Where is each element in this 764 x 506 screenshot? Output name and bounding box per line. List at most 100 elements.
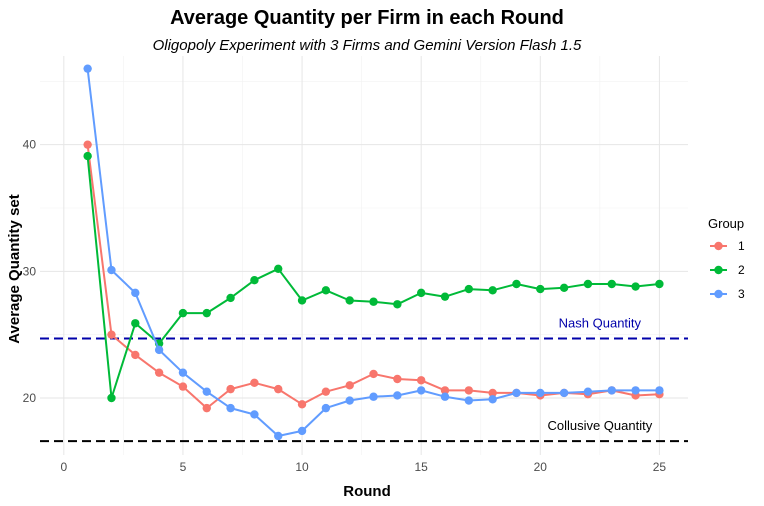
data-point	[440, 292, 450, 301]
legend-key-point	[714, 241, 723, 251]
data-point	[131, 319, 140, 328]
data-point	[154, 368, 164, 377]
legend-label: 1	[738, 239, 745, 253]
x-tick-label: 5	[180, 460, 187, 474]
data-point	[297, 296, 307, 305]
data-point	[178, 368, 188, 377]
data-point	[226, 384, 235, 394]
data-point	[655, 279, 664, 289]
data-point	[297, 426, 307, 436]
data-point	[488, 395, 497, 404]
data-point	[226, 403, 235, 413]
legend-key-point	[714, 265, 723, 275]
data-point	[488, 286, 497, 295]
reference-line-label: Collusive Quantity	[547, 418, 652, 433]
data-point	[274, 264, 283, 273]
data-point	[393, 300, 402, 309]
data-point	[393, 391, 402, 400]
reference-line-label: Nash Quantity	[559, 315, 642, 330]
y-tick-label: 30	[23, 264, 37, 278]
data-point	[250, 410, 259, 419]
data-point	[416, 376, 426, 385]
x-tick-label: 20	[534, 460, 548, 474]
x-tick-label: 25	[653, 460, 667, 474]
data-point	[83, 140, 92, 149]
series-2	[83, 151, 664, 403]
data-point	[631, 386, 640, 395]
data-point	[536, 284, 545, 294]
data-point	[83, 64, 92, 73]
data-point	[464, 284, 474, 294]
data-point	[369, 297, 378, 306]
data-point	[178, 308, 188, 318]
legend-title: Group	[708, 216, 744, 231]
data-point	[321, 286, 331, 295]
data-point	[369, 369, 378, 379]
x-axis-ticks: 0 5 10 15 20 25	[60, 460, 666, 474]
data-point	[274, 384, 283, 394]
data-point	[512, 388, 521, 398]
data-point	[559, 283, 569, 292]
data-point	[83, 151, 92, 161]
data-point	[250, 276, 259, 285]
y-axis-ticks: 20 30 40	[23, 138, 37, 405]
legend-label: 2	[738, 263, 745, 277]
data-point	[607, 386, 616, 395]
data-point	[655, 386, 664, 395]
series-3	[83, 64, 664, 441]
data-point	[416, 288, 426, 298]
legend-item-2: 2	[710, 263, 745, 277]
data-point	[488, 388, 497, 398]
data-point	[464, 396, 474, 405]
data-point	[321, 387, 331, 396]
data-point	[202, 387, 211, 396]
data-point	[131, 350, 140, 360]
data-point	[154, 345, 164, 355]
reference-lines: Nash Quantity Collusive Quantity	[40, 315, 688, 443]
data-point	[607, 279, 616, 289]
series-line	[86, 144, 660, 410]
y-tick-label: 20	[23, 391, 37, 405]
data-point	[131, 288, 140, 298]
data-point	[512, 279, 521, 289]
y-axis-label: Average Quantity set	[6, 194, 23, 344]
data-point	[536, 388, 545, 398]
data-point	[393, 374, 402, 384]
data-point	[107, 393, 116, 403]
data-point	[416, 386, 426, 395]
series-line	[86, 156, 660, 399]
data-point	[345, 296, 354, 305]
x-tick-label: 15	[414, 460, 428, 474]
series-1	[83, 140, 664, 413]
legend-item-3: 3	[710, 287, 745, 301]
data-point	[464, 386, 474, 395]
data-point	[107, 330, 116, 339]
series-layer	[83, 64, 664, 441]
data-point	[345, 381, 354, 390]
data-point	[178, 382, 188, 391]
data-point	[369, 392, 378, 401]
data-point	[202, 403, 211, 413]
data-point	[226, 293, 235, 303]
data-point	[107, 265, 116, 275]
legend-key-point	[714, 289, 723, 299]
data-point	[345, 396, 354, 405]
legend: Group 1 2 3	[708, 216, 745, 301]
data-point	[631, 282, 640, 291]
data-point	[202, 308, 211, 318]
data-point	[583, 387, 593, 396]
data-point	[250, 378, 259, 387]
data-point	[321, 403, 331, 413]
data-point	[559, 388, 569, 398]
chart-title: Average Quantity per Firm in each Round	[170, 7, 564, 29]
y-tick-label: 40	[23, 138, 37, 152]
x-axis-label: Round	[343, 483, 390, 500]
x-tick-label: 10	[295, 460, 309, 474]
data-point	[274, 431, 283, 441]
data-point	[297, 400, 307, 409]
chart-subtitle: Oligopoly Experiment with 3 Firms and Ge…	[153, 37, 582, 54]
x-tick-label: 0	[60, 460, 67, 474]
data-point	[440, 392, 450, 401]
data-point	[583, 279, 593, 289]
